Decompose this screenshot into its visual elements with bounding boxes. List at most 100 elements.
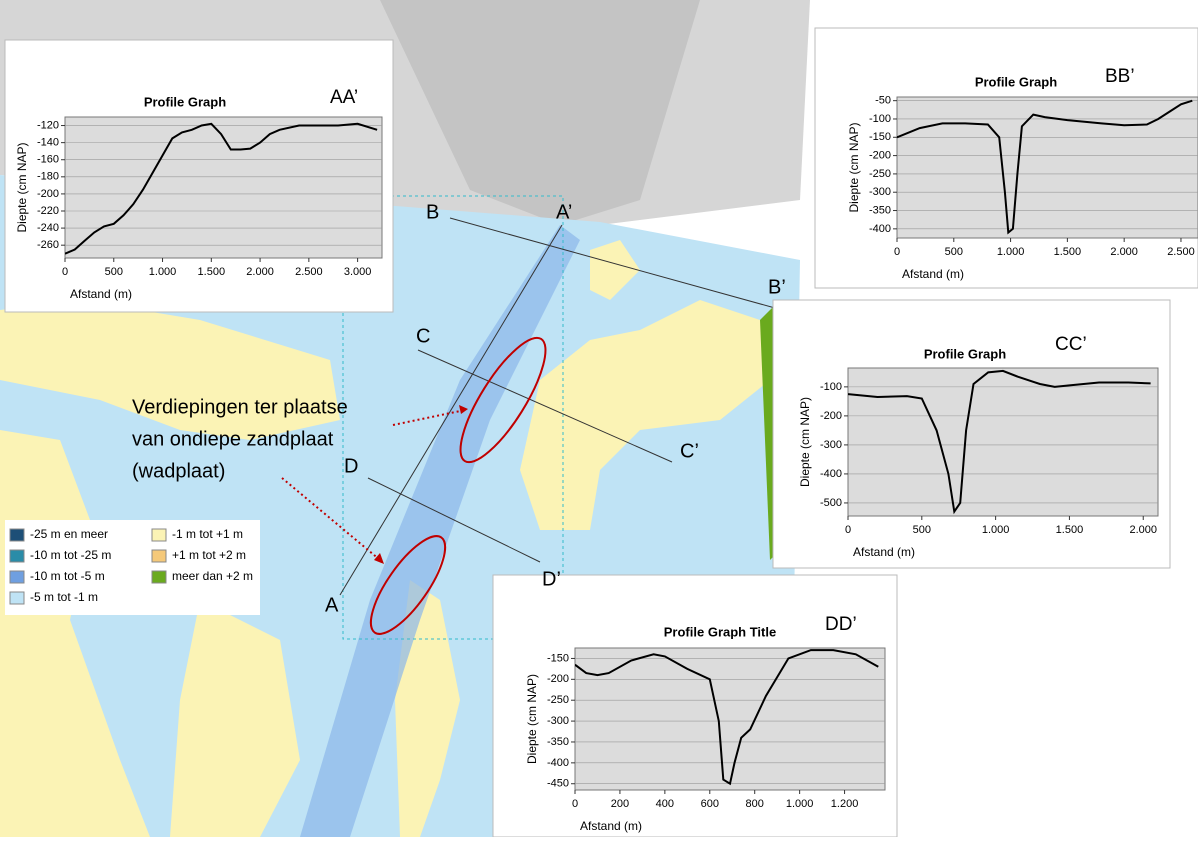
graph-label: BB’ xyxy=(1105,66,1135,87)
x-tick-label: 600 xyxy=(701,798,719,810)
y-tick-label: -300 xyxy=(547,715,569,727)
x-tick-label: 400 xyxy=(656,798,674,810)
section-label: B’ xyxy=(768,276,786,298)
y-tick-label: -450 xyxy=(547,778,569,790)
y-tick-label: -150 xyxy=(869,131,891,143)
y-tick-label: -350 xyxy=(869,204,891,216)
profile-graph: Profile Graph Title DD’ -150 -200 -250 -300 -3… xyxy=(493,575,897,837)
x-tick-label: 0 xyxy=(894,246,900,258)
x-tick-label: 1.000 xyxy=(997,246,1025,258)
x-tick-label: 2.000 xyxy=(246,266,274,278)
x-axis-label: Afstand (m) xyxy=(70,287,132,301)
y-tick-label: -300 xyxy=(820,439,842,451)
x-tick-label: 200 xyxy=(611,798,629,810)
x-tick-label: 1.000 xyxy=(982,524,1010,536)
legend-label: -10 m tot -5 m xyxy=(30,569,105,583)
legend-label: +1 m tot +2 m xyxy=(172,548,246,562)
y-tick-label: -350 xyxy=(547,736,569,748)
y-tick-label: -250 xyxy=(547,694,569,706)
legend-swatch xyxy=(152,529,166,541)
x-tick-label: 0 xyxy=(62,266,68,278)
y-tick-label: -400 xyxy=(820,468,842,480)
x-tick-label: 500 xyxy=(105,266,123,278)
graph-title: Profile Graph xyxy=(975,74,1057,89)
graph-label: CC’ xyxy=(1055,334,1087,355)
profile-graph: Profile Graph CC’ -100 -200 -300 -400 -500 0 500… xyxy=(773,300,1170,568)
x-tick-label: 2.500 xyxy=(1167,246,1195,258)
y-tick-label: -200 xyxy=(869,150,891,162)
graph-title: Profile Graph xyxy=(924,346,1006,361)
x-tick-label: 0 xyxy=(572,798,578,810)
y-tick-label: -220 xyxy=(37,205,59,217)
y-tick-label: -150 xyxy=(547,652,569,664)
graph-title: Profile Graph xyxy=(144,94,226,109)
y-tick-label: -200 xyxy=(547,673,569,685)
section-label: B xyxy=(426,201,439,223)
y-tick-label: -160 xyxy=(37,154,59,166)
y-tick-label: -300 xyxy=(869,186,891,198)
y-axis-label: Diepte (cm NAP) xyxy=(847,122,861,212)
legend-swatch xyxy=(152,550,166,562)
y-tick-label: -400 xyxy=(869,223,891,235)
legend-label: meer dan +2 m xyxy=(172,569,253,583)
x-tick-label: 1.000 xyxy=(786,798,814,810)
legend-label: -10 m tot -25 m xyxy=(30,548,111,562)
legend-swatch xyxy=(10,529,24,541)
x-tick-label: 500 xyxy=(913,524,931,536)
y-tick-label: -200 xyxy=(37,188,59,200)
legend-swatch xyxy=(152,571,166,583)
y-axis-label: Diepte (cm NAP) xyxy=(15,142,29,232)
graph-label: AA’ xyxy=(330,87,358,108)
y-tick-label: -260 xyxy=(37,239,59,251)
legend-swatch xyxy=(10,550,24,562)
x-tick-label: 1.500 xyxy=(1054,246,1082,258)
graph-label: DD’ xyxy=(825,614,857,635)
section-label: D xyxy=(344,455,358,477)
annotation: (wadplaat) xyxy=(132,460,225,482)
plot-area xyxy=(848,368,1158,516)
y-tick-label: -200 xyxy=(820,410,842,422)
y-axis-label: Diepte (cm NAP) xyxy=(525,674,539,764)
x-tick-label: 1.500 xyxy=(198,266,226,278)
x-tick-label: 1.500 xyxy=(1056,524,1084,536)
legend-swatch xyxy=(10,571,24,583)
x-tick-label: 1.200 xyxy=(831,798,859,810)
y-tick-label: -500 xyxy=(820,497,842,509)
y-tick-label: -100 xyxy=(820,381,842,393)
x-tick-label: 2.500 xyxy=(295,266,323,278)
y-tick-label: -400 xyxy=(547,757,569,769)
x-tick-label: 0 xyxy=(845,524,851,536)
x-tick-label: 3.000 xyxy=(344,266,372,278)
x-axis-label: Afstand (m) xyxy=(853,545,915,559)
y-tick-label: -120 xyxy=(37,119,59,131)
x-tick-label: 800 xyxy=(746,798,764,810)
x-axis-label: Afstand (m) xyxy=(580,819,642,833)
annotation: Verdiepingen ter plaatse xyxy=(132,396,348,418)
section-label: C xyxy=(416,325,430,347)
x-axis-label: Afstand (m) xyxy=(902,267,964,281)
legend-label: -1 m tot +1 m xyxy=(172,527,243,541)
profile-graph: Profile Graph BB’ -50 -100 -150 -200 -250 -300 -… xyxy=(815,28,1198,288)
graph-title: Profile Graph Title xyxy=(664,624,776,639)
y-tick-label: -50 xyxy=(875,95,891,107)
section-label: A’ xyxy=(556,201,572,223)
y-tick-label: -250 xyxy=(869,168,891,180)
x-tick-label: 500 xyxy=(945,246,963,258)
map-figure: Profile GraphAA’-120-140-160-180-200-220… xyxy=(0,0,1198,837)
section-label: D’ xyxy=(542,568,561,590)
section-label: A xyxy=(325,594,339,616)
y-axis-label: Diepte (cm NAP) xyxy=(798,397,812,487)
y-tick-label: -100 xyxy=(869,113,891,125)
x-tick-label: 2.000 xyxy=(1110,246,1138,258)
legend-label: -5 m tot -1 m xyxy=(30,590,98,604)
x-tick-label: 1.000 xyxy=(149,266,177,278)
section-label: C’ xyxy=(680,440,699,462)
legend-swatch xyxy=(10,592,24,604)
x-tick-label: 2.000 xyxy=(1129,524,1157,536)
y-tick-label: -180 xyxy=(37,171,59,183)
plot-area xyxy=(575,648,885,790)
legend-label: -25 m en meer xyxy=(30,527,108,541)
y-tick-label: -240 xyxy=(37,222,59,234)
annotation: van ondiepe zandplaat xyxy=(132,428,334,450)
